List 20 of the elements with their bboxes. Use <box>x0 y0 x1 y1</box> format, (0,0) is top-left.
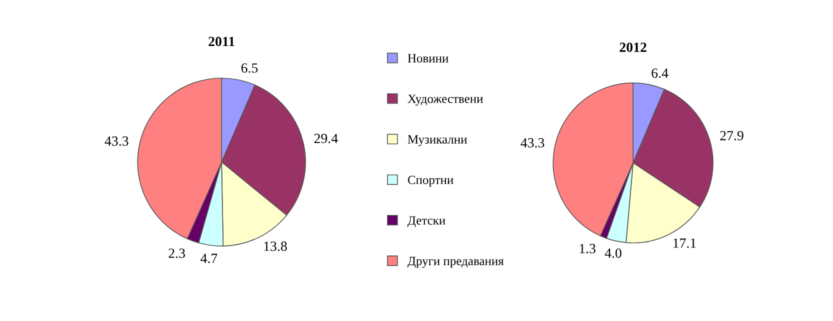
legend-label: Музикални <box>408 135 467 146</box>
data-label: 6.4 <box>652 68 668 78</box>
chart-title: 2011 <box>208 36 234 46</box>
data-label: 6.5 <box>241 63 258 73</box>
data-label: 2.3 <box>168 248 185 258</box>
data-label: 27.9 <box>720 131 744 140</box>
legend-label: Новини <box>408 54 448 62</box>
data-label: 13.8 <box>264 242 287 251</box>
data-label: 4.7 <box>200 254 218 264</box>
legend-label: Други предавания <box>408 256 504 268</box>
data-label: 1.3 <box>580 244 596 254</box>
data-label: 29.4 <box>314 134 338 144</box>
legend-label: Художествени <box>408 94 483 106</box>
data-label: 43.3 <box>520 138 544 148</box>
data-label: 17.1 <box>674 238 696 248</box>
chart-title: 2012 <box>620 42 646 52</box>
data-label: 4.0 <box>604 248 622 258</box>
legend-label: Детски <box>408 216 446 228</box>
data-label: 43.3 <box>104 136 128 146</box>
legend-label: Спортни <box>408 176 454 187</box>
